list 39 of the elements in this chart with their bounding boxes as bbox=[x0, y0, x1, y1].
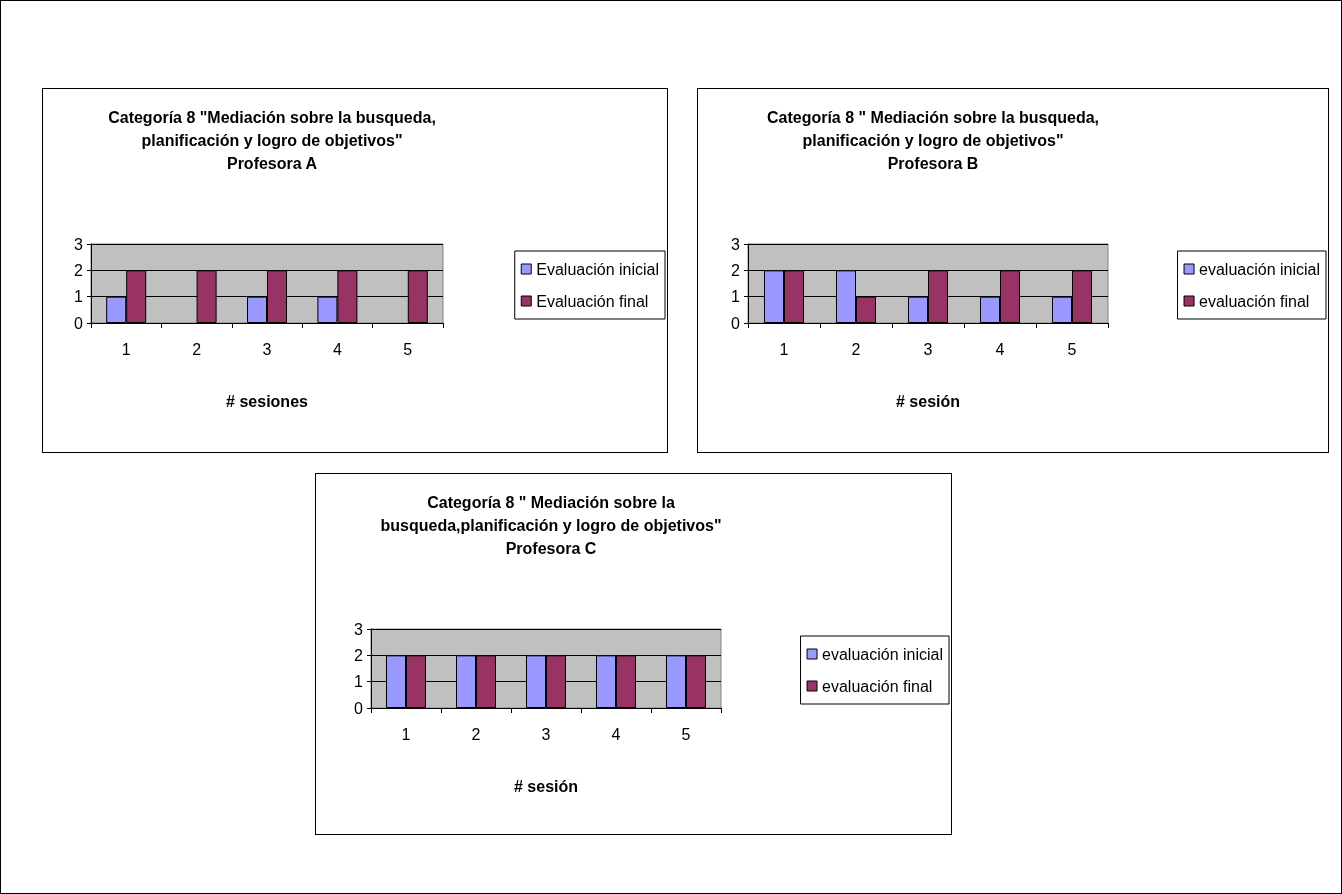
x-tick-label: 5 bbox=[403, 340, 413, 358]
y-tick-label: 0 bbox=[74, 314, 84, 332]
x-tick-label: 1 bbox=[121, 340, 131, 358]
y-tick-label: 1 bbox=[74, 288, 84, 306]
x-tick-label: 5 bbox=[681, 725, 691, 743]
y-tick-label: 3 bbox=[74, 235, 84, 253]
x-axis-title: # sesión bbox=[895, 392, 961, 410]
x-tick-label: 3 bbox=[541, 725, 551, 743]
x-tick-label: 3 bbox=[262, 340, 272, 358]
legend-label: evaluación final bbox=[1199, 292, 1310, 310]
x-axis-title: # sesiones bbox=[226, 392, 309, 410]
chart-title: Categoría 8 " Mediación sobre la busqueda, planificación y logro de objetivos" Profesora B bbox=[766, 109, 1100, 172]
y-tick-label: 3 bbox=[731, 235, 741, 253]
x-tick-label: 2 bbox=[851, 340, 861, 358]
y-tick-label: 0 bbox=[731, 314, 741, 332]
y-tick-label: 2 bbox=[74, 261, 84, 279]
legend-label: evaluación final bbox=[822, 677, 933, 695]
x-tick-label: 5 bbox=[1067, 340, 1077, 358]
y-tick-label: 1 bbox=[731, 288, 741, 306]
legend-label: evaluación inicial bbox=[822, 645, 944, 663]
y-tick-label: 2 bbox=[731, 261, 741, 279]
chart-title: Categoría 8 "Mediación sobre la busqueda, planificación y logro de objetivos" Profesora A bbox=[108, 109, 436, 172]
y-tick-label: 2 bbox=[354, 646, 364, 664]
y-tick-label: 3 bbox=[354, 620, 364, 638]
legend-label: Evaluación final bbox=[536, 292, 649, 310]
x-tick-label: 2 bbox=[471, 725, 481, 743]
x-tick-label: 1 bbox=[401, 725, 411, 743]
x-tick-label: 4 bbox=[611, 725, 621, 743]
x-tick-label: 2 bbox=[192, 340, 202, 358]
y-tick-label: 0 bbox=[354, 699, 364, 717]
chart-title: Categoría 8 " Mediación sobre la busqueda,planificación y logro de objetivos" Profesora C bbox=[380, 494, 722, 557]
y-tick-label: 1 bbox=[354, 673, 364, 691]
legend-label: evaluación inicial bbox=[1199, 260, 1321, 278]
x-tick-label: 3 bbox=[923, 340, 933, 358]
x-tick-label: 4 bbox=[332, 340, 342, 358]
x-axis-title: # sesión bbox=[513, 777, 579, 795]
legend-label: Evaluación inicial bbox=[536, 260, 659, 278]
x-tick-label: 4 bbox=[995, 340, 1005, 358]
x-tick-label: 1 bbox=[779, 340, 789, 358]
